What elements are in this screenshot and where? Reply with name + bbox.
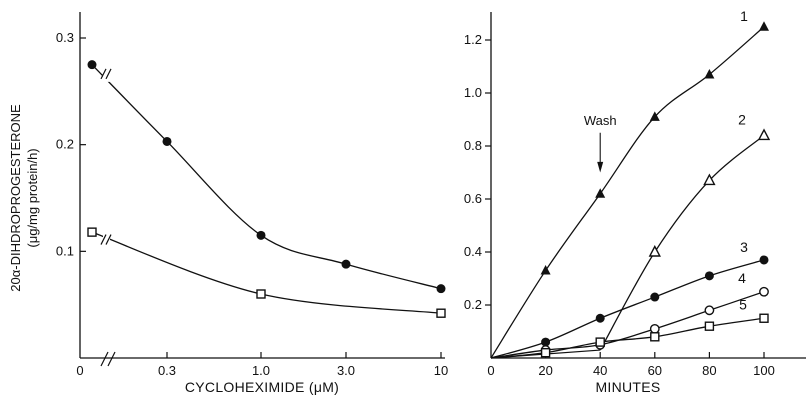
right-x-tick-label: 0 [487, 363, 494, 378]
right-x-tick-label: 100 [753, 363, 775, 378]
right-series-1-label: 1 [740, 8, 748, 24]
left-series-1-point [436, 284, 446, 294]
left-series-1-line [91, 64, 442, 290]
right-series-4-point [649, 323, 660, 334]
left-ylabel-line1: 20α-DIHDROPROGESTERONE [8, 104, 23, 292]
left-y-tick-label: 0.1 [56, 243, 74, 258]
right-series-3-label: 3 [740, 239, 748, 255]
right-y-tick-label: 0.8 [464, 138, 482, 153]
left-x-tick-label: 1.0 [252, 363, 270, 378]
right-series-5-point [595, 337, 605, 347]
right-series-3-point [704, 271, 714, 281]
left-series-2-point [87, 227, 97, 237]
right-series-1-point [595, 188, 606, 198]
left-x-tick-label: 0 [76, 363, 83, 378]
right-series-5-line [490, 317, 765, 359]
right-series-4-point [704, 305, 715, 316]
right-series-5-point [704, 321, 715, 331]
left-x-tick-label: 10 [434, 363, 448, 378]
right-series-3-point [541, 337, 551, 347]
right-series-3-point [650, 292, 660, 302]
left-series-1-break-gap [103, 65, 110, 82]
right-y-tick-label: 0.6 [464, 191, 482, 206]
wash-annotation: Wash [584, 113, 617, 128]
left-x-tick-label: 3.0 [337, 363, 355, 378]
left-x-axis-break [100, 351, 116, 367]
left-series-2-line [91, 231, 442, 314]
left-series-1-point [341, 259, 351, 269]
right-x-tick-label: 40 [593, 363, 607, 378]
left-y-tick-label: 0.3 [56, 30, 74, 45]
left-xlabel: CYCLOHEXIMIDE (μM) [185, 379, 339, 395]
left-chart: 0.1 0.2 0.3 0 0.3 1.0 3.0 10 [56, 12, 448, 378]
right-series-5-point [650, 332, 660, 342]
right-series-4-point [759, 286, 769, 297]
right-chart: 0.2 0.4 0.6 0.8 1.0 1.2 0 20 40 60 80 100 1 2 3 4 5 Wash [464, 8, 806, 378]
right-x-tick-label: 20 [538, 363, 552, 378]
right-y-tick-label: 1.0 [464, 85, 482, 100]
right-series-5-point [540, 348, 551, 358]
right-series-2-point [648, 244, 661, 257]
right-series-1-point [704, 68, 715, 79]
right-x-tick-label: 60 [648, 363, 662, 378]
left-series-1-point [87, 60, 97, 70]
left-series-1-break [100, 68, 112, 80]
right-y-tick-label: 0.4 [464, 244, 482, 259]
left-series-2-point [256, 289, 266, 299]
left-series-2-break-gap [103, 231, 110, 248]
right-x-tick-label: 80 [702, 363, 716, 378]
right-y-tick-label: 0.2 [464, 297, 482, 312]
left-series-2-point [436, 308, 446, 318]
right-series-4-label: 4 [738, 270, 746, 286]
right-series-3-line [490, 259, 765, 359]
right-series-1-point [759, 21, 769, 31]
right-series-5-label: 5 [739, 296, 747, 312]
right-series-5-point [759, 313, 769, 323]
left-series-1-point [162, 136, 172, 146]
right-xlabel: MINUTES [595, 379, 660, 395]
right-series-2-line [599, 134, 765, 351]
left-series-2-break [100, 234, 112, 245]
right-series-3-point [595, 313, 605, 323]
right-series-2-label: 2 [738, 111, 746, 127]
right-series-4-line [490, 291, 765, 359]
wash-arrow-head [597, 161, 604, 173]
left-ylabel-line2: (μg/mg protein/h) [25, 148, 40, 247]
right-series-1-point [649, 111, 660, 121]
left-y-tick-label: 0.2 [56, 137, 74, 152]
right-y-tick-label: 1.2 [464, 32, 482, 47]
right-series-1-line [490, 26, 765, 359]
right-series-2-point [757, 128, 771, 141]
right-series-1-point [540, 265, 551, 275]
right-series-3-point [759, 255, 769, 265]
left-x-tick-label: 0.3 [158, 363, 176, 378]
right-series-2-point [703, 173, 716, 186]
left-series-1-point [256, 230, 266, 240]
